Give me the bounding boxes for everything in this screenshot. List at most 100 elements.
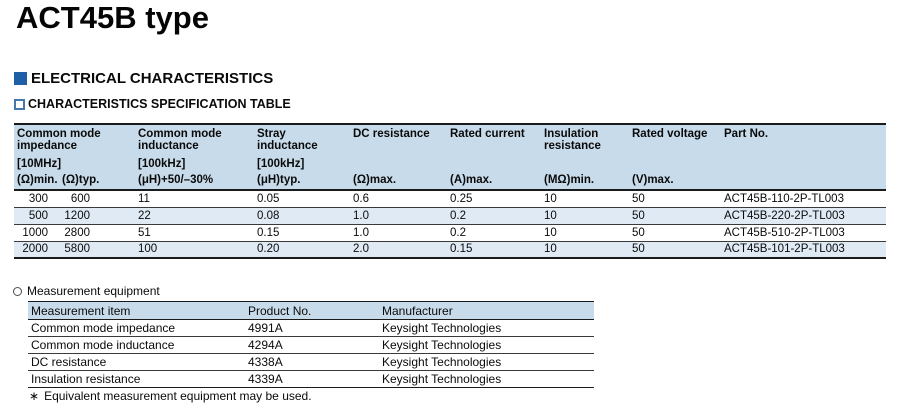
condition-empty bbox=[346, 154, 886, 173]
unit-rated-voltage: (V)max. bbox=[625, 173, 717, 191]
spec-cell: 0.15 bbox=[250, 223, 346, 241]
measurement-cell: Keysight Technologies bbox=[379, 370, 594, 388]
spec-header-name-row: Common mode impedance Common mode induct… bbox=[14, 124, 886, 154]
spec-cell-part-no: ACT45B-220-2P-TL003 bbox=[717, 206, 886, 224]
section-heading-label: ELECTRICAL CHARACTERISTICS bbox=[31, 70, 274, 87]
col-header-insulation-resistance: Insulation resistance bbox=[537, 124, 625, 154]
spec-cell: 1000 bbox=[14, 223, 62, 241]
spec-cell: 0.2 bbox=[443, 223, 537, 241]
measurement-cell: Common mode impedance bbox=[28, 319, 245, 337]
measurement-cell: DC resistance bbox=[28, 353, 245, 371]
spec-cell: 2000 bbox=[14, 240, 62, 258]
measurement-cell: Keysight Technologies bbox=[379, 319, 594, 337]
asterisk-icon: ∗ bbox=[29, 389, 40, 403]
unit-impedance-min: (Ω)min. bbox=[14, 173, 62, 191]
section-heading: ELECTRICAL CHARACTERISTICS bbox=[14, 70, 273, 87]
unit-dc-resistance: (Ω)max. bbox=[346, 173, 443, 191]
footnote: ∗ Equivalent measurement equipment may be… bbox=[29, 389, 312, 403]
spec-cell: 1.0 bbox=[346, 206, 443, 224]
spec-cell: 100 bbox=[131, 240, 250, 258]
spec-cell: 10 bbox=[537, 240, 625, 258]
subsection-heading-label: CHARACTERISTICS SPECIFICATION TABLE bbox=[28, 97, 291, 111]
condition-stray: [100kHz] bbox=[250, 154, 346, 173]
spec-cell: 50 bbox=[625, 206, 717, 224]
measurement-row: Common mode inductance 4294A Keysight Te… bbox=[28, 336, 594, 354]
col-header-dc-resistance: DC resistance bbox=[346, 124, 443, 154]
spec-cell: 600 bbox=[62, 189, 131, 207]
measurement-row: DC resistance 4338A Keysight Technologie… bbox=[28, 353, 594, 371]
measurement-cell: Keysight Technologies bbox=[379, 336, 594, 354]
unit-insulation: (MΩ)min. bbox=[537, 173, 625, 191]
subsection-heading: CHARACTERISTICS SPECIFICATION TABLE bbox=[14, 97, 291, 111]
spec-cell: 0.15 bbox=[443, 240, 537, 258]
spec-row: 300 600 11 0.05 0.6 0.25 10 50 ACT45B-11… bbox=[14, 189, 886, 207]
col-header-common-mode-impedance: Common mode impedance bbox=[14, 124, 131, 154]
condition-impedance: [10MHz] bbox=[14, 154, 131, 173]
spec-cell: 300 bbox=[14, 189, 62, 207]
measurement-cell: 4991A bbox=[245, 319, 379, 337]
measurement-cell: 4338A bbox=[245, 353, 379, 371]
spec-cell: 1200 bbox=[62, 206, 131, 224]
spec-cell: 2.0 bbox=[346, 240, 443, 258]
measurement-cell: Insulation resistance bbox=[28, 370, 245, 388]
spec-cell: 0.05 bbox=[250, 189, 346, 207]
unit-stray: (μH)typ. bbox=[250, 173, 346, 191]
page-title: ACT45B type bbox=[16, 0, 209, 35]
spec-cell: 10 bbox=[537, 189, 625, 207]
spec-cell-part-no: ACT45B-510-2P-TL003 bbox=[717, 223, 886, 241]
measurement-equipment-heading: Measurement equipment bbox=[13, 284, 160, 298]
spec-cell-part-no: ACT45B-110-2P-TL003 bbox=[717, 189, 886, 207]
col-header-manufacturer: Manufacturer bbox=[379, 301, 594, 320]
spec-cell: 0.6 bbox=[346, 189, 443, 207]
measurement-equipment-table: Measurement item Product No. Manufacture… bbox=[28, 301, 594, 388]
measurement-cell: Common mode inductance bbox=[28, 336, 245, 354]
unit-rated-current: (A)max. bbox=[443, 173, 537, 191]
col-header-common-mode-inductance: Common mode inductance bbox=[131, 124, 250, 154]
spec-table: Common mode impedance Common mode induct… bbox=[14, 123, 886, 259]
spec-cell: 5800 bbox=[62, 240, 131, 258]
spec-cell: 0.08 bbox=[250, 206, 346, 224]
circle-bullet-icon bbox=[13, 286, 22, 296]
filled-square-icon bbox=[14, 72, 27, 85]
measurement-row: Common mode impedance 4991A Keysight Tec… bbox=[28, 319, 594, 337]
spec-header-condition-row: [10MHz] [100kHz] [100kHz] bbox=[14, 154, 886, 173]
measurement-cell: Keysight Technologies bbox=[379, 353, 594, 371]
col-header-rated-current: Rated current bbox=[443, 124, 537, 154]
col-header-rated-voltage: Rated voltage bbox=[625, 124, 717, 154]
spec-row: 1000 2800 51 0.15 1.0 0.2 10 50 ACT45B-5… bbox=[14, 223, 886, 241]
spec-cell: 11 bbox=[131, 189, 250, 207]
measurement-cell: 4294A bbox=[245, 336, 379, 354]
spec-cell-part-no: ACT45B-101-2P-TL003 bbox=[717, 240, 886, 258]
measurement-cell: 4339A bbox=[245, 370, 379, 388]
unit-empty bbox=[717, 173, 886, 191]
outline-square-icon bbox=[14, 98, 25, 110]
spec-cell: 0.2 bbox=[443, 206, 537, 224]
unit-inductance: (μH)+50/–30% bbox=[131, 173, 250, 191]
col-header-stray-inductance: Stray inductance bbox=[250, 124, 346, 154]
measurement-header-row: Measurement item Product No. Manufacture… bbox=[28, 301, 594, 320]
spec-cell: 22 bbox=[131, 206, 250, 224]
unit-impedance-typ: (Ω)typ. bbox=[62, 173, 131, 191]
spec-cell: 10 bbox=[537, 223, 625, 241]
measurement-row: Insulation resistance 4339A Keysight Tec… bbox=[28, 370, 594, 388]
col-header-measurement-item: Measurement item bbox=[28, 301, 245, 320]
spec-cell: 0.20 bbox=[250, 240, 346, 258]
col-header-part-no: Part No. bbox=[717, 124, 886, 154]
spec-cell: 51 bbox=[131, 223, 250, 241]
spec-cell: 0.25 bbox=[443, 189, 537, 207]
spec-row: 2000 5800 100 0.20 2.0 0.15 10 50 ACT45B… bbox=[14, 240, 886, 258]
condition-inductance: [100kHz] bbox=[131, 154, 250, 173]
spec-cell: 500 bbox=[14, 206, 62, 224]
spec-row: 500 1200 22 0.08 1.0 0.2 10 50 ACT45B-22… bbox=[14, 206, 886, 224]
spec-cell: 50 bbox=[625, 240, 717, 258]
spec-cell: 50 bbox=[625, 189, 717, 207]
footnote-text: Equivalent measurement equipment may be … bbox=[44, 389, 312, 403]
spec-cell: 50 bbox=[625, 223, 717, 241]
measurement-equipment-label: Measurement equipment bbox=[27, 284, 160, 298]
spec-cell: 1.0 bbox=[346, 223, 443, 241]
spec-cell: 2800 bbox=[62, 223, 131, 241]
spec-header-unit-row: (Ω)min. (Ω)typ. (μH)+50/–30% (μH)typ. (Ω… bbox=[14, 173, 886, 191]
col-header-product-no: Product No. bbox=[245, 301, 379, 320]
spec-cell: 10 bbox=[537, 206, 625, 224]
